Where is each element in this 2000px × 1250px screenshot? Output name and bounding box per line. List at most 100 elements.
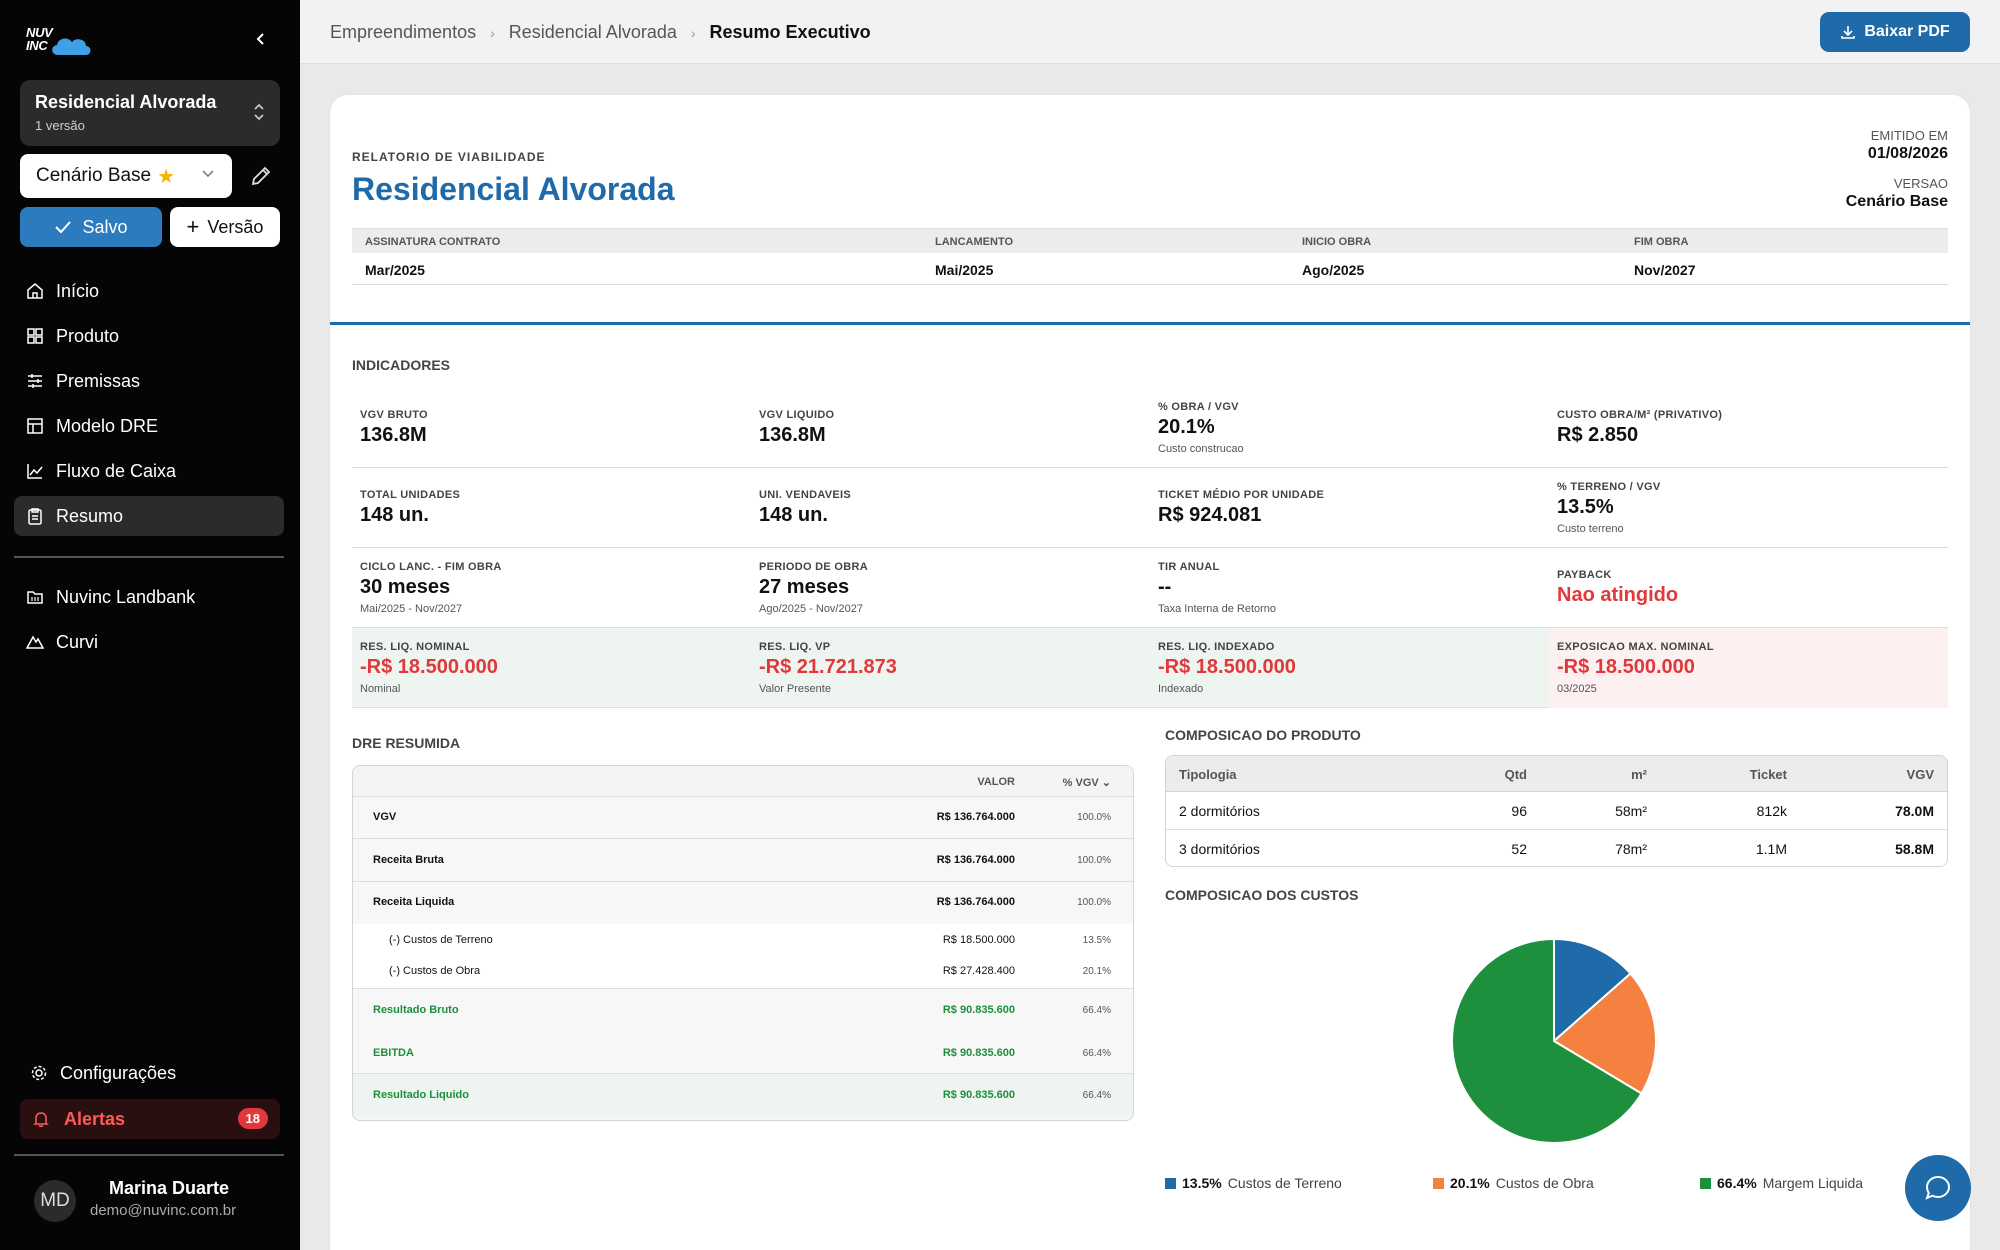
nuvinc-logo[interactable]: NUV INC xyxy=(26,26,91,55)
legend-swatch xyxy=(1165,1177,1176,1189)
scenario-label: Cenário Base xyxy=(36,165,152,186)
kpi-card: CUSTO OBRA/M² (PRIVATIVO) R$ 2.850 xyxy=(1549,388,1948,468)
clipboard-icon xyxy=(28,508,42,525)
sidebar-item-inicio[interactable]: Início xyxy=(14,271,284,311)
edit-scenario-button[interactable] xyxy=(248,163,274,189)
kpi-label: TIR ANUAL xyxy=(1158,561,1220,573)
chevron-down-icon xyxy=(202,170,214,178)
check-icon xyxy=(55,221,72,234)
chevron-up-down-icon xyxy=(254,103,264,121)
sidebar-item-fluxo-de-caixa[interactable]: Fluxo de Caixa xyxy=(14,451,284,491)
kpi-value: 148 un. xyxy=(360,504,429,526)
product-row: 3 dormitórios 52 78m² 1.1M 58.8M xyxy=(1179,841,1934,857)
kpi-card: % OBRA / VGV 20.1% Custo construcao xyxy=(1150,388,1549,468)
project-versions: 1 versão xyxy=(35,118,85,133)
kpi-value: R$ 924.081 xyxy=(1158,504,1262,526)
kpi-label: CICLO LANC. - FIM OBRA xyxy=(360,561,502,573)
new-version-label: Versão xyxy=(207,216,264,237)
sidebar-item-resumo[interactable]: Resumo xyxy=(14,496,284,536)
kpi-value: -- xyxy=(1158,576,1172,598)
alerts-label: Alertas xyxy=(64,1108,126,1129)
sidebar-item-label: Início xyxy=(56,280,100,301)
kpi-value: Nao atingido xyxy=(1557,584,1679,606)
legend-label: Custos de Terreno xyxy=(1227,1175,1342,1191)
kpi-value: 136.8M xyxy=(360,424,427,446)
star-icon: ★ xyxy=(157,165,176,188)
scenario-select[interactable]: Cenário Base ★ xyxy=(20,154,232,198)
grid-icon xyxy=(27,328,43,344)
breadcrumb: Empreendimentos › Residencial Alvorada ›… xyxy=(330,22,871,43)
new-version-button[interactable]: + Versão xyxy=(170,207,280,247)
kpi-label: % TERRENO / VGV xyxy=(1557,481,1661,493)
kpi-row: CICLO LANC. - FIM OBRA 30 meses Mai/2025 -… xyxy=(352,548,1948,628)
user-profile[interactable]: MD Marina Duarte demo@nuvinc.com.br xyxy=(34,1178,284,1226)
sidebar-item-label: Premissas xyxy=(56,370,141,391)
gear-icon xyxy=(31,1065,47,1081)
kpi-label: RES. LIQ. INDEXADO xyxy=(1158,641,1275,653)
dre-col-pct-sort[interactable]: % VGV ⌄ xyxy=(1062,777,1111,789)
download-icon xyxy=(1841,26,1856,39)
legend-value: 66.4% xyxy=(1717,1175,1757,1191)
kpi-value: -R$ 18.500.000 xyxy=(1158,656,1296,678)
chat-button[interactable] xyxy=(1905,1155,1971,1221)
dre-table: VALOR % VGV ⌄ VGV R$ 136.764.000 100.0% Re… xyxy=(352,765,1134,1121)
dre-header: VALOR % VGV ⌄ xyxy=(353,766,1133,797)
dre-row: EBITDA R$ 90.835.600 66.4% xyxy=(353,1032,1133,1074)
user-email: demo@nuvinc.com.br xyxy=(90,1202,237,1219)
kpi-card: RES. LIQ. INDEXADO -R$ 18.500.000 Indexado xyxy=(1150,628,1549,708)
dates-table: ASSINATURA CONTRATO LANCAMENTO INICIO OB… xyxy=(352,228,1948,285)
version-label: VERSAO xyxy=(1893,176,1948,191)
kpi-subtitle: Taxa Interna de Retorno xyxy=(1158,603,1277,615)
top-bar: Empreendimentos › Residencial Alvorada ›… xyxy=(300,0,2000,64)
dre-row: (-) Custos de Terreno R$ 18.500.000 13.5% xyxy=(353,924,1133,957)
kpi-label: TICKET MÉDIO POR UNIDADE xyxy=(1158,489,1325,501)
kpi-subtitle: Ago/2025 - Nov/2027 xyxy=(759,603,863,615)
chevron-right-icon: › xyxy=(490,24,495,41)
chat-bubble-icon xyxy=(1925,1175,1951,1200)
pie-slice-custos-de-terreno xyxy=(1553,937,1632,1044)
home-icon xyxy=(27,283,43,299)
kpi-card: TOTAL UNIDADES 148 un. xyxy=(352,468,751,548)
sidebar-item-produto[interactable]: Produto xyxy=(14,316,284,356)
chevron-down-icon: ⌄ xyxy=(1101,777,1111,789)
kpi-label: % OBRA / VGV xyxy=(1158,401,1239,413)
dre-col-value: VALOR xyxy=(977,776,1015,788)
download-pdf-button[interactable]: Baixar PDF xyxy=(1820,12,1970,52)
chevron-right-icon: › xyxy=(690,24,696,41)
collapse-sidebar-button[interactable] xyxy=(250,28,272,50)
report-card: RELATORIO DE VIABILIDADE Residencial Alv… xyxy=(330,95,1970,1250)
section-divider xyxy=(330,322,1970,325)
kpi-card: PERIODO DE OBRA 27 meses Ago/2025 - Nov/20… xyxy=(751,548,1150,628)
kpi-label: UNI. VENDAVEIS xyxy=(759,489,852,501)
sidebar-item-label: Modelo DRE xyxy=(56,415,159,436)
breadcrumb-item[interactable]: Empreendimentos xyxy=(330,22,477,42)
sidebar-item-label: Nuvinc Landbank xyxy=(56,586,196,607)
sidebar-item-premissas[interactable]: Premissas xyxy=(14,361,284,401)
kpi-card: VGV LIQUIDO 136.8M xyxy=(751,388,1150,468)
kpi-value: -R$ 21.721.873 xyxy=(759,656,897,678)
cloud-icon xyxy=(52,38,91,55)
kpi-label: CUSTO OBRA/M² (PRIVATIVO) xyxy=(1557,409,1723,421)
plus-icon: + xyxy=(186,214,200,239)
kpi-subtitle: Indexado xyxy=(1158,683,1204,695)
saved-button[interactable]: Salvo xyxy=(20,207,162,247)
sidebar-item-modelo-dre[interactable]: Modelo DRE xyxy=(14,406,284,446)
version-value: Cenário Base xyxy=(1845,193,1948,210)
kpi-value: 148 un. xyxy=(759,504,828,526)
kpi-row: VGV BRUTO 136.8M VGV LIQUIDO 136.8M % OBRA… xyxy=(352,388,1948,468)
alerts-button[interactable]: Alertas 18 xyxy=(20,1099,280,1139)
kpi-label: TOTAL UNIDADES xyxy=(360,489,461,501)
project-selector[interactable]: Residencial Alvorada 1 versão xyxy=(20,80,280,146)
kpi-value: -R$ 18.500.000 xyxy=(1557,656,1695,678)
sidebar-item-configuracoes[interactable]: Configurações xyxy=(20,1053,290,1093)
legend-label: Margem Liquida xyxy=(1762,1175,1864,1191)
sidebar-item-label: Resumo xyxy=(56,505,124,526)
mountain-icon xyxy=(26,635,44,649)
sidebar-item-nuvinc-landbank[interactable]: Nuvinc Landbank xyxy=(14,577,284,617)
date-value: Ago/2025 xyxy=(1302,262,1365,278)
sidebar-item-label: Fluxo de Caixa xyxy=(56,460,177,481)
product-row: 2 dormitórios 96 58m² 812k 78.0M xyxy=(1166,792,1947,830)
kpi-value: R$ 2.850 xyxy=(1557,424,1639,446)
sidebar-item-curvi[interactable]: Curvi xyxy=(14,622,284,662)
breadcrumb-item[interactable]: Residencial Alvorada xyxy=(508,22,677,42)
